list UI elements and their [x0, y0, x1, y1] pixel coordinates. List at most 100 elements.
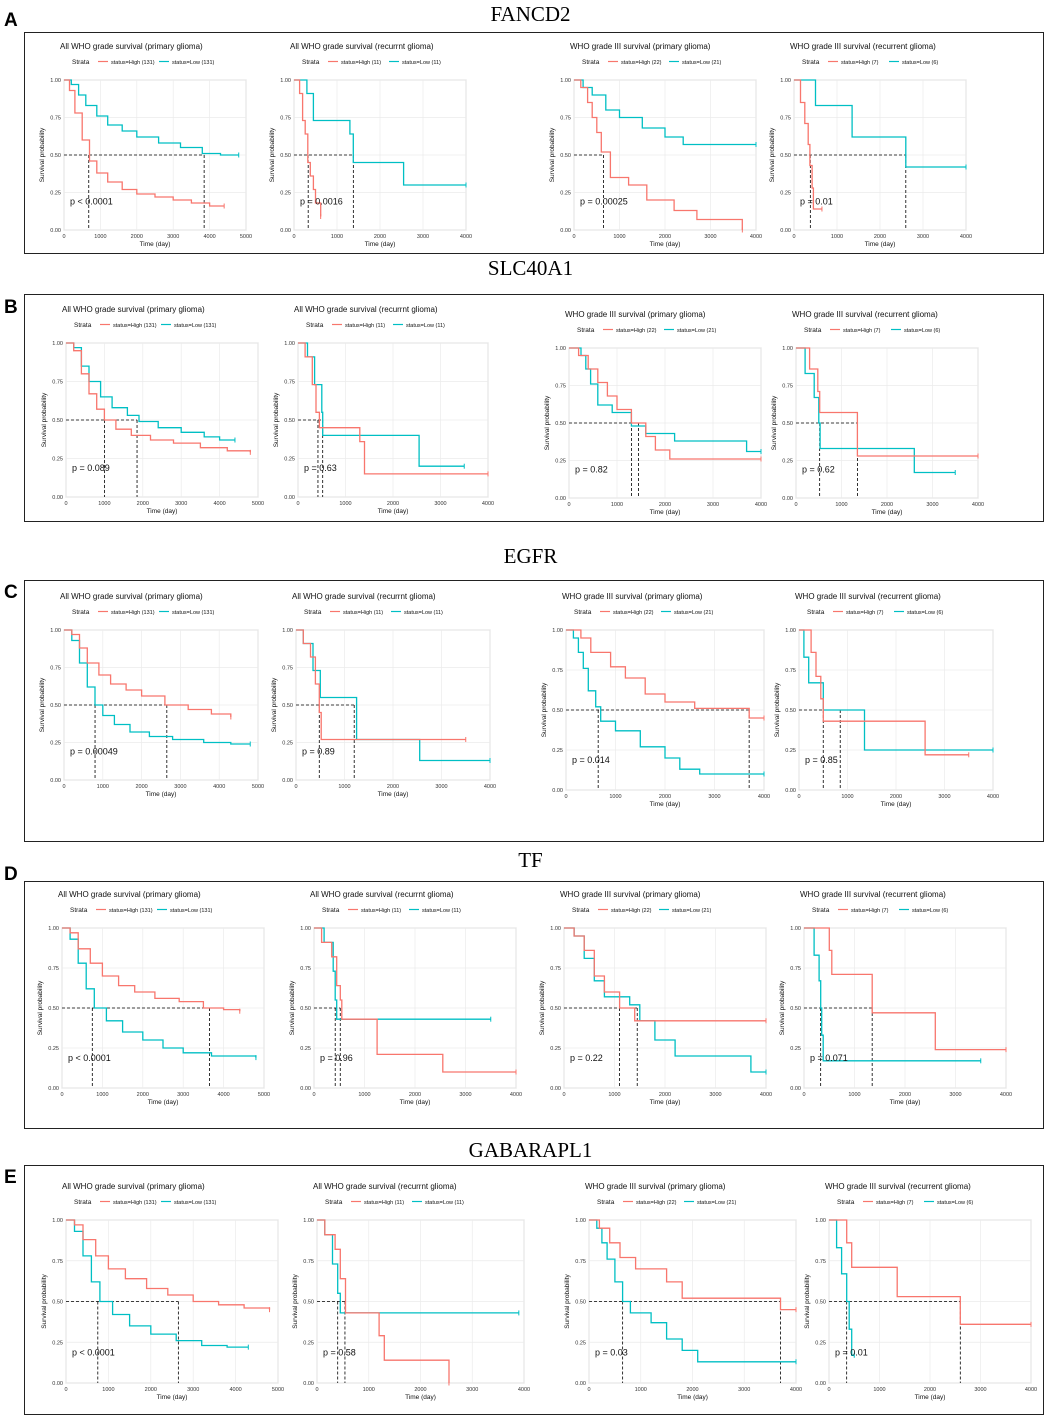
y-tick-label: 0.25 — [52, 1340, 63, 1346]
x-tick-label: 2000 — [135, 784, 147, 790]
panel-box-e — [24, 1165, 1044, 1415]
x-tick-label: 0 — [296, 501, 299, 507]
plot-title: WHO grade III survival (primary glioma) — [560, 890, 701, 899]
gene-title-e: GABARAPL1 — [468, 1138, 593, 1162]
legend-high-label: status=High (7) — [843, 328, 881, 334]
survival-curve-low — [566, 629, 764, 775]
y-tick-label: 1.00 — [280, 78, 291, 84]
y-tick-label: 0.25 — [560, 191, 571, 197]
x-tick-label: 4000 — [987, 794, 999, 800]
x-tick-label: 0 — [587, 1387, 590, 1393]
legend-high-label: status=High (131) — [111, 610, 155, 616]
y-tick-label: 0.25 — [280, 191, 291, 197]
km-plot: All WHO grade survival (primary glioma) S… — [39, 592, 264, 798]
x-tick-label: 4000 — [1025, 1387, 1037, 1393]
legend-strata-label: Strata — [72, 59, 90, 66]
x-tick-label: 3000 — [466, 1387, 478, 1393]
p-value-label: p = 0.014 — [572, 755, 610, 765]
p-value-label: p = 0.071 — [810, 1053, 848, 1063]
x-tick-label: 3000 — [738, 1387, 750, 1393]
x-tick-label: 3000 — [709, 1092, 721, 1098]
y-tick-label: 0.50 — [52, 1300, 63, 1306]
plot-title: WHO grade III survival (primary glioma) — [570, 42, 711, 51]
x-tick-label: 0 — [312, 1092, 315, 1098]
x-tick-label: 0 — [64, 1387, 67, 1393]
x-tick-label: 1000 — [835, 502, 847, 508]
y-tick-label: 0.75 — [552, 668, 563, 674]
y-tick-label: 0.50 — [560, 153, 571, 159]
x-tick-label: 2000 — [659, 1092, 671, 1098]
x-tick-label: 1000 — [97, 784, 109, 790]
x-tick-label: 1000 — [873, 1387, 885, 1393]
legend-high-label: status=High (22) — [613, 610, 654, 616]
survival-curve-high — [569, 347, 761, 460]
survival-curve-low — [574, 79, 756, 146]
y-tick-label: 0.00 — [282, 778, 293, 784]
y-axis-label: Survival probability — [269, 127, 276, 182]
legend-high-label: status=High (131) — [113, 323, 157, 329]
x-tick-label: 0 — [802, 1092, 805, 1098]
km-plot: WHO grade III survival (primary glioma) S… — [564, 1182, 802, 1401]
y-tick-label: 0.00 — [782, 496, 793, 502]
legend-high-label: status=High (7) — [876, 1200, 914, 1206]
legend-low-label: status=Low (21) — [677, 328, 716, 334]
survival-curve-high — [64, 79, 225, 207]
y-tick-label: 0.25 — [550, 1046, 561, 1052]
y-tick-label: 0.75 — [780, 116, 791, 122]
y-tick-label: 0.50 — [280, 153, 291, 159]
x-tick-label: 4000 — [484, 784, 496, 790]
y-tick-label: 0.50 — [785, 708, 796, 714]
y-tick-label: 0.00 — [48, 1086, 59, 1092]
y-axis-label: Survival probability — [779, 980, 786, 1035]
y-axis-label: Survival probability — [804, 1273, 811, 1328]
y-tick-label: 0.75 — [52, 1259, 63, 1265]
y-axis-label: Survival probability — [289, 980, 296, 1035]
x-tick-label: 2000 — [659, 502, 671, 508]
y-axis-label: Survival probability — [41, 392, 48, 447]
legend-strata-label: Strata — [302, 59, 320, 66]
survival-curve-low — [66, 1219, 249, 1348]
y-tick-label: 0.00 — [550, 1086, 561, 1092]
x-tick-label: 2000 — [890, 794, 902, 800]
km-plot: WHO grade III survival (primary glioma) S… — [549, 42, 762, 248]
x-tick-label: 4000 — [960, 234, 972, 240]
x-axis-label: Time (day) — [378, 791, 409, 798]
km-plot: WHO grade III survival (recurrent glioma… — [771, 310, 984, 516]
y-tick-label: 0.00 — [815, 1381, 826, 1387]
km-plot: All WHO grade survival (primary glioma) S… — [41, 305, 264, 515]
p-value-label: p = 0.01 — [835, 1347, 868, 1357]
y-axis-label: Survival probability — [41, 1273, 48, 1328]
x-tick-label: 2000 — [881, 502, 893, 508]
x-tick-label: 0 — [792, 234, 795, 240]
x-axis-label: Time (day) — [650, 509, 681, 516]
y-tick-label: 0.75 — [575, 1259, 586, 1265]
legend-high-label: status=High (11) — [343, 610, 383, 616]
legend-high-label: status=High (22) — [611, 908, 652, 914]
x-tick-label: 0 — [62, 234, 65, 240]
y-tick-label: 0.75 — [50, 666, 61, 672]
x-tick-label: 3000 — [167, 234, 179, 240]
y-tick-label: 0.00 — [303, 1381, 314, 1387]
y-tick-label: 0.25 — [575, 1340, 586, 1346]
x-axis-label: Time (day) — [915, 1394, 946, 1401]
x-tick-label: 3000 — [926, 502, 938, 508]
plot-title: All WHO grade survival (primary glioma) — [62, 305, 205, 314]
p-value-label: p = 0.85 — [805, 755, 838, 765]
y-tick-label: 0.25 — [48, 1046, 59, 1052]
legend-strata-label: Strata — [74, 1199, 92, 1206]
survival-curve-low — [799, 629, 993, 751]
y-axis-label: Survival probability — [769, 127, 776, 182]
y-tick-label: 0.25 — [782, 459, 793, 465]
y-tick-label: 1.00 — [785, 628, 796, 634]
x-tick-label: 3000 — [707, 502, 719, 508]
y-tick-label: 1.00 — [560, 78, 571, 84]
survival-curve-low — [829, 1219, 855, 1356]
y-tick-label: 1.00 — [552, 628, 563, 634]
x-tick-label: 3000 — [917, 234, 929, 240]
y-tick-label: 0.00 — [280, 228, 291, 234]
p-value-label: p = 0.62 — [802, 465, 835, 475]
x-tick-label: 1000 — [331, 234, 343, 240]
x-tick-label: 1000 — [339, 501, 351, 507]
legend-high-label: status=High (7) — [846, 610, 884, 616]
x-axis-label: Time (day) — [881, 801, 912, 808]
